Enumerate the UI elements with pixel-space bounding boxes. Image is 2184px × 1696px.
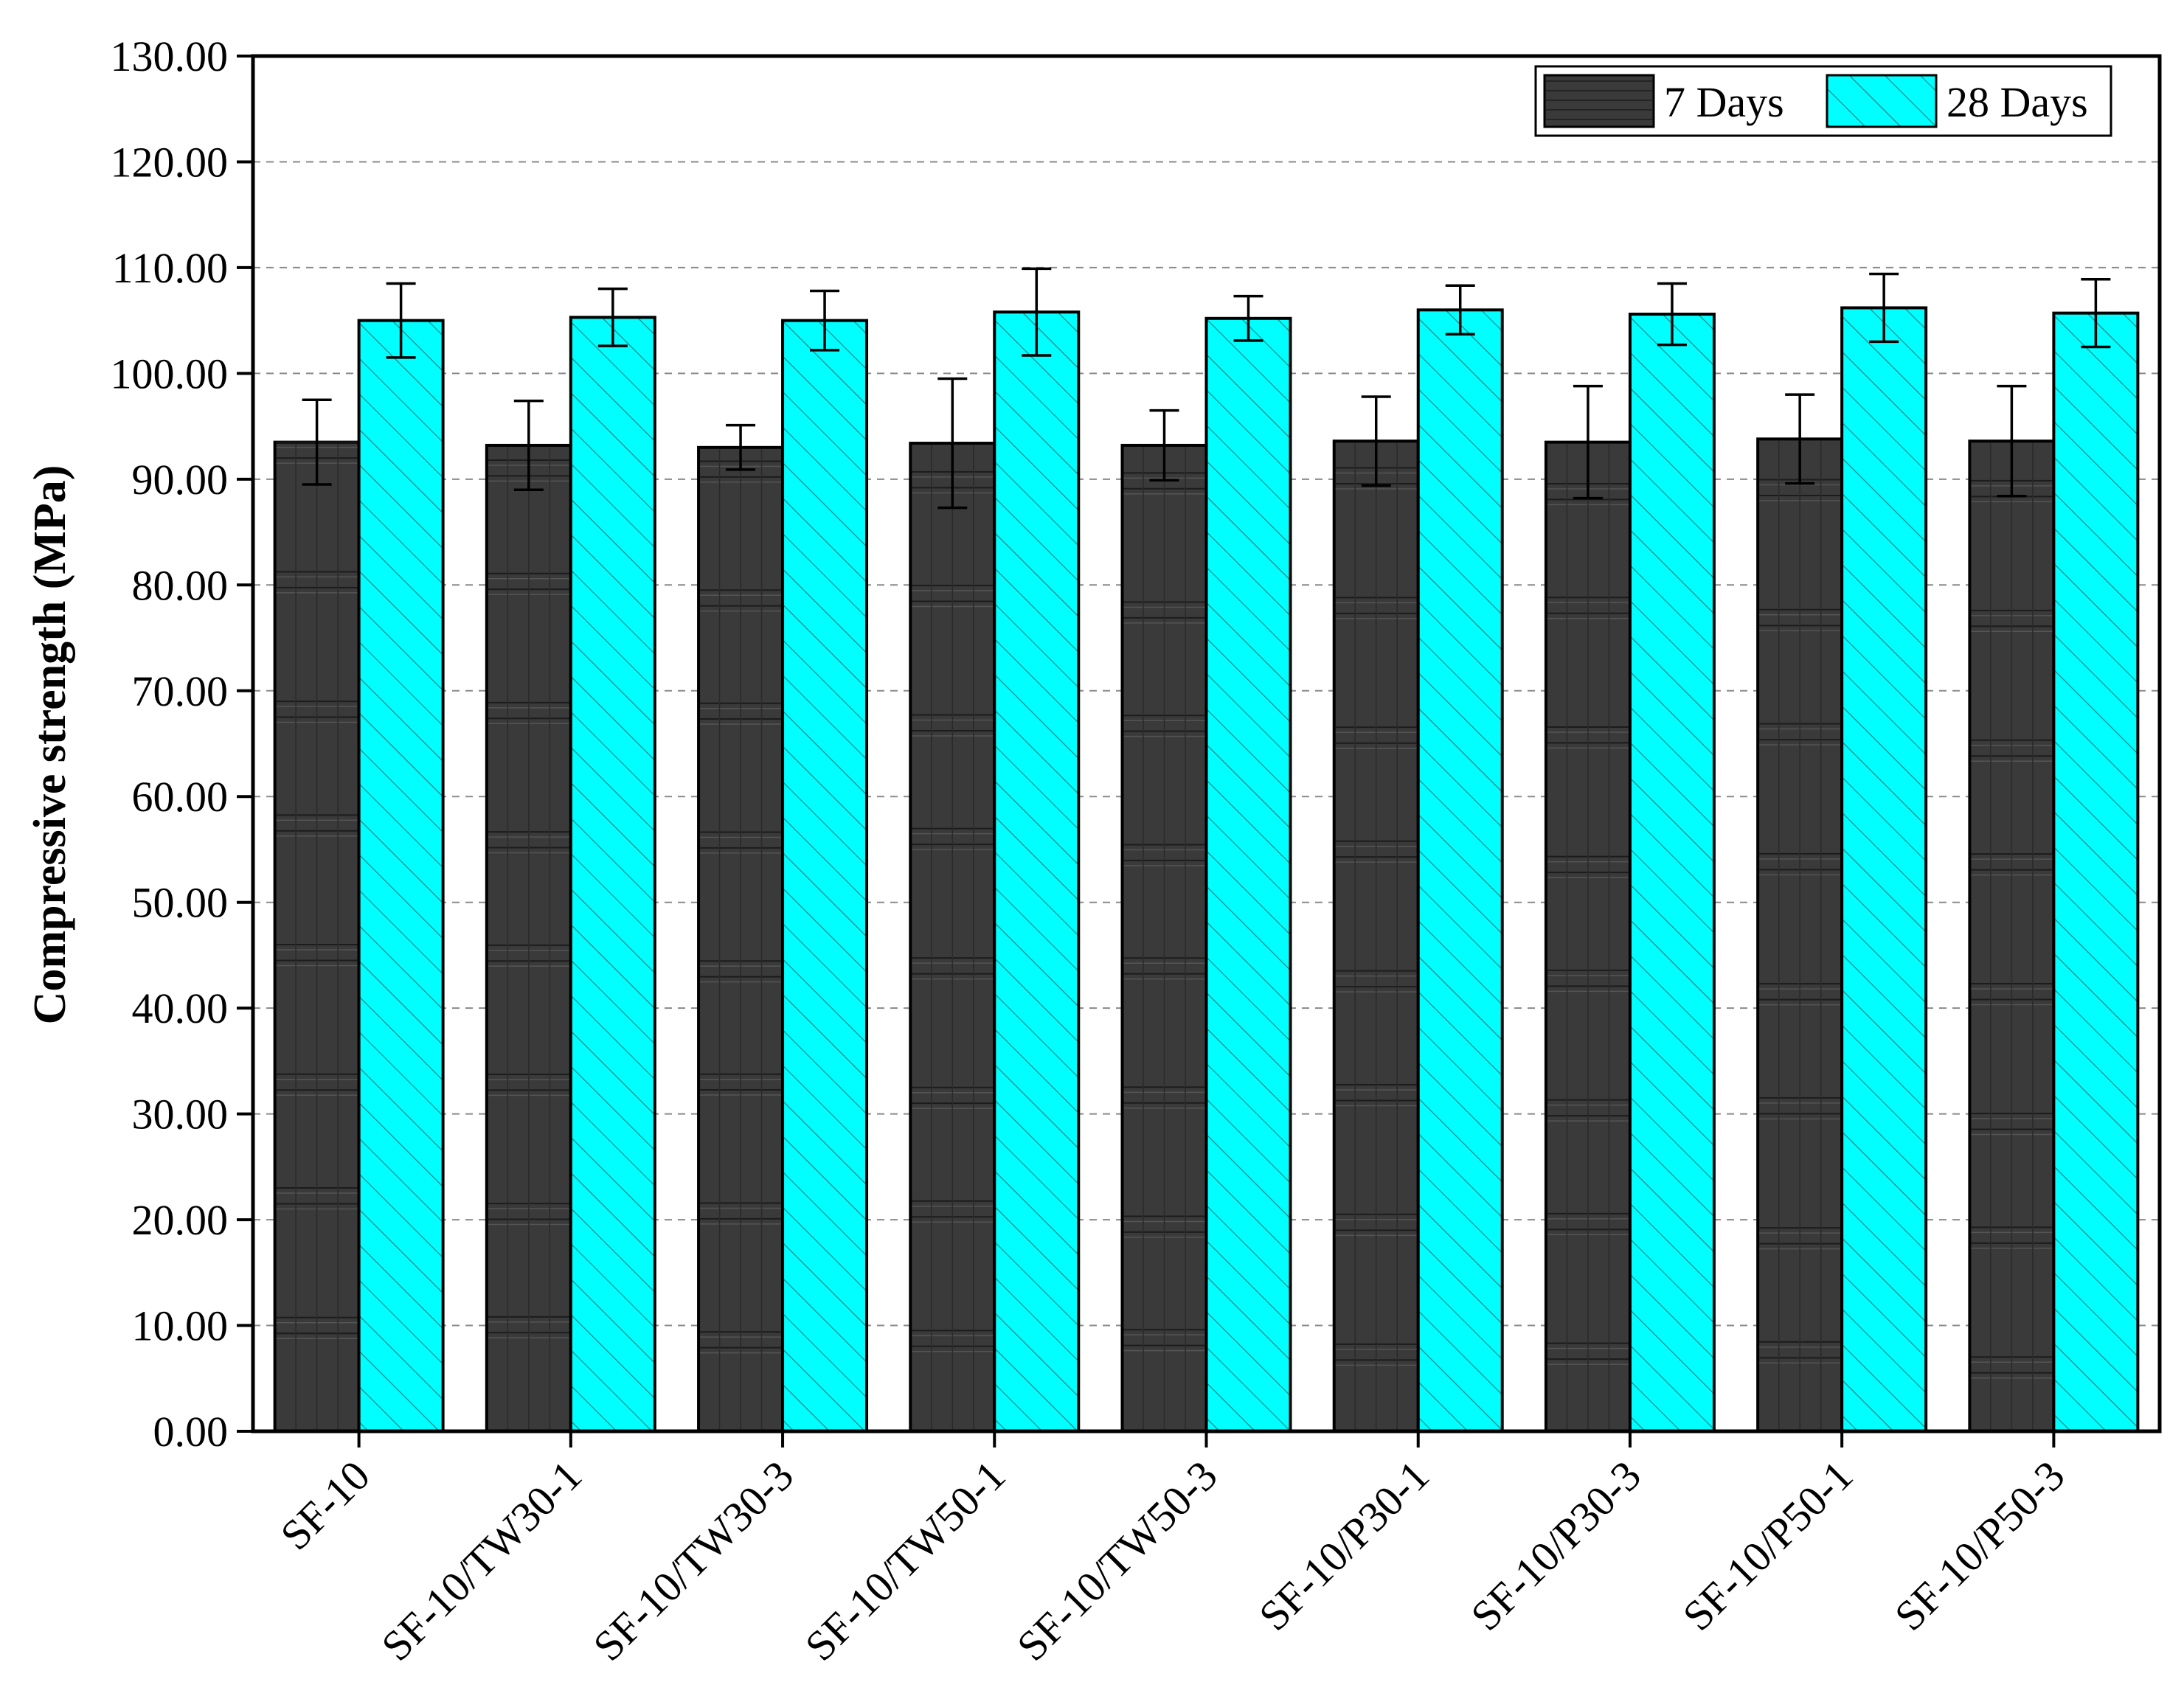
- x-category-label: SF-10/TW50-1: [796, 1451, 1015, 1670]
- x-category-label: SF-10/P30-3: [1462, 1451, 1651, 1640]
- bar-28-days: [1416, 308, 1504, 1433]
- y-tick-label: 70.00: [132, 667, 229, 715]
- x-category-label: SF-10/TW30-3: [584, 1451, 803, 1670]
- y-tick-label: 30.00: [132, 1091, 229, 1139]
- bars: [273, 306, 2140, 1433]
- y-tick-label: 120.00: [111, 138, 229, 186]
- y-tick-label: 10.00: [132, 1302, 229, 1350]
- bar-28-days: [781, 319, 869, 1433]
- bar-28-days: [1628, 313, 1716, 1433]
- legend-swatch-28-days: [1826, 74, 1938, 128]
- legend-label-7-days: 7 Days: [1664, 78, 1784, 126]
- bar-28-days: [1204, 316, 1292, 1433]
- y-tick-label: 60.00: [132, 773, 229, 821]
- error-bars: [302, 267, 2111, 510]
- y-tick-label: 130.00: [111, 32, 229, 80]
- y-tick-label: 20.00: [132, 1196, 229, 1244]
- y-tick-label: 80.00: [132, 561, 229, 609]
- bar-28-days: [1840, 306, 1928, 1433]
- axes: [237, 54, 2162, 1447]
- bar-28-days: [2052, 311, 2140, 1433]
- legend: 7 Days 28 Days: [1534, 65, 2112, 137]
- x-category-label: SF-10/TW50-3: [1008, 1451, 1227, 1670]
- x-category-label: SF-10/P50-1: [1674, 1451, 1862, 1640]
- y-tick-label: 0.00: [153, 1408, 229, 1456]
- bar-28-days: [357, 319, 445, 1433]
- y-tick-label: 100.00: [111, 350, 229, 397]
- y-tick-label: 50.00: [132, 879, 229, 927]
- legend-label-28-days: 28 Days: [1946, 78, 2088, 126]
- x-category-label: SF-10: [271, 1451, 379, 1559]
- y-axis-title: Compressive strength (MPa): [25, 465, 75, 1025]
- y-tick-label: 40.00: [132, 984, 229, 1032]
- x-category-label: SF-10/P30-1: [1249, 1451, 1438, 1640]
- x-category-label: SF-10/P50-3: [1885, 1451, 2074, 1640]
- legend-swatch-7-days: [1543, 74, 1655, 128]
- bar-28-days: [993, 310, 1081, 1433]
- plot-frame: [251, 54, 2162, 1433]
- y-tick-label: 110.00: [112, 244, 228, 292]
- x-category-label: SF-10/TW30-1: [372, 1451, 591, 1670]
- bar-28-days: [569, 316, 656, 1433]
- y-tick-label: 90.00: [132, 456, 229, 504]
